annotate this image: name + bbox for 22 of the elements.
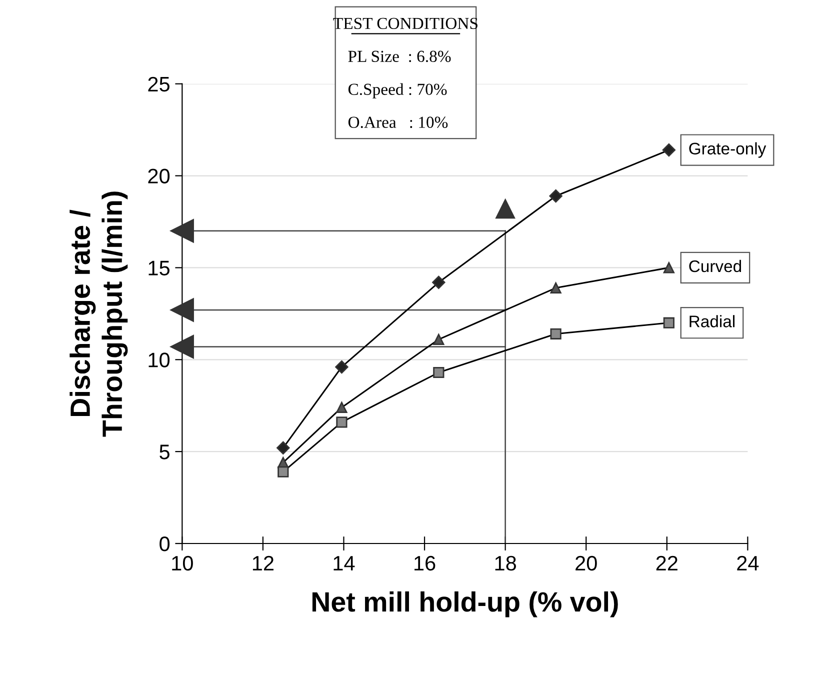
annotation: O.Area : 10%	[348, 116, 448, 128]
x-tick-label: 18	[495, 556, 516, 571]
annotation: C.Speed : 70%	[348, 83, 447, 98]
y-tick-label: 5	[160, 444, 170, 460]
y-tick-label: 20	[148, 168, 170, 184]
series-label: Grate-only	[689, 142, 766, 158]
x-tick-label: 14	[334, 556, 355, 570]
y-axis-title: Discharge rate / Throughput (l/min)	[70, 192, 128, 437]
series-label: Radial	[690, 315, 734, 328]
text: PL Size : 6.8%	[348, 50, 451, 62]
x-tick-label: 24	[737, 556, 759, 570]
y-tick-label: 10	[148, 352, 170, 368]
x-axis-title: Net mill hold-up (% vol)	[312, 591, 618, 618]
x-tick-label: 22	[656, 556, 678, 570]
x-tick-label: 16	[414, 556, 436, 571]
y-tick-label: 25	[148, 76, 170, 92]
x-tick-label: 10	[172, 556, 193, 571]
series-label: Curved	[689, 260, 742, 272]
y-tick-label: 0	[160, 536, 170, 552]
y-tick-label: 15	[148, 260, 170, 276]
x-tick-label: 12	[252, 556, 274, 570]
x-tick-label: 20	[576, 556, 597, 571]
